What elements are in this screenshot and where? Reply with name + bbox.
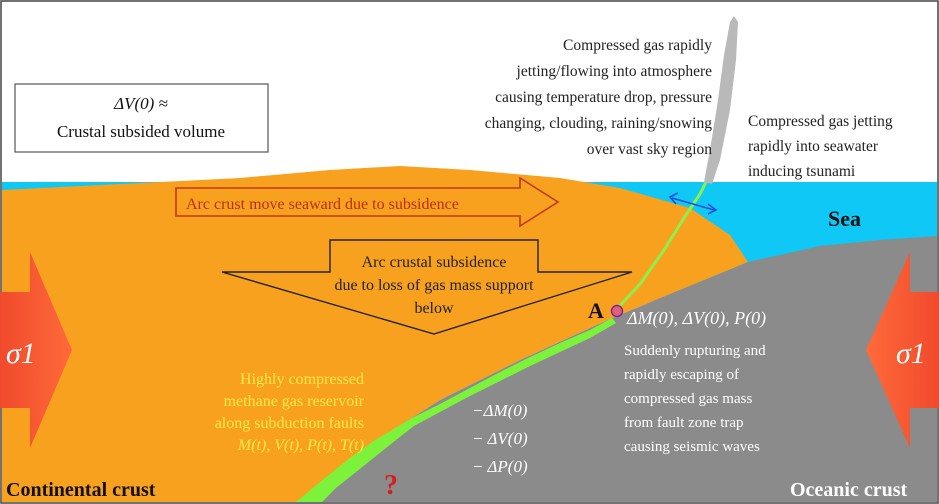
subsidence-text: Arc crustal subsidence due to loss of ga…	[334, 254, 534, 317]
point-a-label: A	[588, 298, 604, 323]
seawater-line: inducing tsunami	[748, 163, 856, 180]
double-arrow-icon	[668, 192, 718, 215]
right-arrow-icon	[0, 252, 72, 448]
left-arrow-icon	[866, 252, 939, 448]
seawater-line: rapidly into seawater	[748, 138, 879, 155]
reservoir-line: Highly compressed	[240, 371, 364, 388]
rupture-line: compressed gas mass	[624, 391, 752, 407]
question-mark: ?	[384, 470, 398, 501]
oceanic-crust	[300, 236, 937, 502]
loss-line: − ΔV(0)	[472, 429, 528, 448]
gas-channel	[614, 177, 710, 312]
seaward-arrow-text: Arc crust move seaward due to subsidence	[186, 196, 459, 213]
atmosphere-line: changing, clouding, raining/snowing	[485, 115, 713, 132]
reservoir-line: along subduction faults	[215, 415, 364, 432]
loss-line: −ΔM(0)	[472, 401, 528, 420]
subsidence-line: due to loss of gas mass support	[334, 277, 534, 294]
volume-box-line2: Crustal subsided volume	[57, 122, 225, 141]
reservoir-text: Highly compressed methane gas reservoir …	[215, 371, 365, 454]
atmosphere-text: Compressed gas rapidly jetting/flowing i…	[485, 37, 713, 158]
atmosphere-line: jetting/flowing into atmosphere	[516, 63, 713, 80]
fault-zone	[296, 318, 616, 502]
loss-line: − ΔP(0)	[472, 457, 528, 476]
oceanic-label: Oceanic crust	[790, 479, 908, 501]
sigma-left: σ1	[6, 337, 36, 370]
atmosphere-line: over vast sky region	[587, 141, 713, 158]
subsidence-line: below	[414, 300, 454, 317]
seawater-line: Compressed gas jetting	[748, 113, 893, 130]
rupture-line: Suddenly rupturing and	[624, 343, 766, 359]
reservoir-line: M(t), V(t), P(t), T(t)	[237, 437, 364, 454]
atmosphere-line: causing temperature drop, pressure	[495, 89, 712, 106]
subsidence-line: Arc crustal subsidence	[362, 254, 507, 271]
reservoir-line: methane gas reservoir	[224, 393, 365, 410]
point-marker-icon	[610, 304, 624, 318]
volume-box-line1: ΔV(0) ≈	[113, 94, 168, 113]
continental-crust	[2, 166, 748, 502]
gas-jet-plume	[704, 16, 738, 184]
loss-values: −ΔM(0) − ΔV(0) − ΔP(0)	[472, 401, 528, 476]
right-arrow-outline-icon	[175, 176, 560, 228]
atmosphere-line: Compressed gas rapidly	[563, 37, 712, 54]
rupture-text: Suddenly rupturing and rapidly escaping …	[624, 343, 766, 455]
continental-label: Continental crust	[6, 479, 156, 501]
rupture-line: rapidly escaping of	[624, 367, 739, 383]
sigma-right: σ1	[896, 337, 926, 370]
sea-label: Sea	[828, 206, 861, 231]
down-arrow-outline-icon	[221, 239, 633, 335]
seawater-text: Compressed gas jetting rapidly into seaw…	[748, 113, 893, 180]
rupture-line: from fault zone trap	[624, 415, 744, 431]
rupture-line: causing seismic waves	[624, 439, 760, 455]
volume-box	[14, 83, 269, 153]
point-values: ΔM(0), ΔV(0), P(0)	[626, 308, 766, 329]
